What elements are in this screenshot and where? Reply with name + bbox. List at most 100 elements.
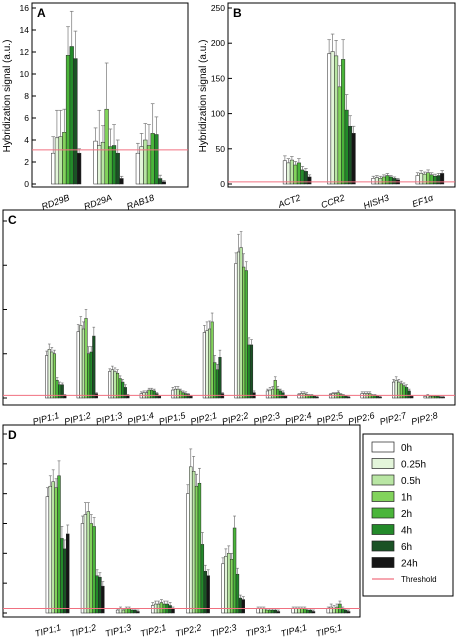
- legend-label: 24h: [401, 559, 418, 570]
- category-label: RD29A: [82, 192, 113, 211]
- bar: [79, 325, 83, 399]
- bar: [259, 608, 263, 614]
- category-label: PIP1;4: [126, 410, 155, 427]
- y-tick-label: 4: [24, 135, 29, 145]
- bar: [69, 46, 74, 185]
- bar: [159, 602, 164, 614]
- bar: [311, 611, 316, 614]
- bar: [405, 387, 409, 399]
- y-tick-label: 200: [211, 38, 225, 48]
- bar: [45, 355, 49, 399]
- bar: [374, 177, 379, 185]
- legend-swatch: [371, 474, 395, 486]
- bar: [270, 609, 275, 614]
- bar: [110, 369, 114, 399]
- bar: [296, 162, 301, 185]
- legend-label: 6h: [401, 542, 412, 553]
- bar: [127, 608, 131, 614]
- bar: [86, 511, 91, 614]
- category-label: TIP2;2: [174, 622, 202, 637]
- bar: [286, 162, 291, 185]
- bar: [236, 251, 241, 399]
- bar: [422, 173, 427, 185]
- bar: [337, 86, 342, 185]
- bar: [186, 493, 190, 614]
- plot-frame: [227, 2, 456, 188]
- legend-swatch: [371, 540, 395, 552]
- bar: [80, 523, 85, 614]
- legend-label: 0.5h: [401, 476, 420, 487]
- legend-threshold-label: Threshold: [401, 575, 437, 584]
- bar: [407, 390, 411, 399]
- bar: [247, 344, 251, 399]
- legend-label: 2h: [401, 509, 412, 520]
- panel-letter: B: [233, 6, 242, 20]
- bar: [244, 270, 248, 399]
- bar: [87, 353, 91, 399]
- bar: [115, 372, 120, 399]
- bar: [152, 390, 156, 399]
- bar: [308, 609, 313, 614]
- category-label: PIP2;8: [410, 410, 439, 427]
- bar: [376, 395, 380, 399]
- bar: [282, 160, 287, 185]
- bar: [385, 175, 390, 185]
- category-label: RD29B: [40, 192, 71, 211]
- bar: [265, 609, 269, 614]
- bar: [297, 608, 301, 614]
- bar: [205, 330, 209, 399]
- category-label: PIP1;5: [158, 410, 188, 427]
- plot-frame: [2, 209, 456, 406]
- category-label: PIP1;1: [32, 410, 61, 427]
- bar: [123, 387, 127, 399]
- bar: [58, 136, 63, 185]
- bar: [381, 176, 386, 185]
- bar: [249, 344, 254, 399]
- bar: [76, 331, 80, 399]
- category-label: PIP1;2: [63, 410, 92, 427]
- bar: [227, 553, 231, 614]
- bar: [48, 485, 53, 614]
- category-label: TIP5;1: [315, 622, 343, 637]
- bar: [202, 332, 206, 399]
- bar: [171, 389, 175, 399]
- y-axis-title: Hybridization signal (a.u.): [2, 40, 13, 153]
- panel-letter: A: [37, 6, 46, 20]
- bar: [119, 178, 124, 185]
- legend: 0h 0.25h 0.5h 1h 2h 4h 6h 24h Threshold: [362, 433, 454, 597]
- bar: [51, 481, 55, 614]
- bar: [57, 475, 61, 614]
- bar: [315, 396, 319, 399]
- bar: [191, 471, 196, 614]
- bar: [313, 395, 317, 399]
- bar: [113, 371, 117, 399]
- bar: [98, 576, 102, 614]
- category-label: TIP3;1: [245, 622, 273, 637]
- y-tick-label: 16: [20, 3, 30, 13]
- bar: [330, 51, 335, 185]
- bar: [60, 384, 64, 399]
- bar: [189, 395, 193, 399]
- bar: [77, 152, 82, 185]
- bar: [348, 126, 353, 185]
- legend-swatch: [371, 557, 395, 568]
- category-label: TIP1;3: [104, 622, 132, 637]
- bar: [293, 164, 298, 185]
- bar: [139, 146, 144, 185]
- bar: [410, 395, 414, 399]
- bar: [63, 548, 67, 614]
- bar: [215, 369, 219, 399]
- bar: [267, 609, 272, 614]
- bar: [93, 140, 98, 185]
- bar: [92, 335, 96, 399]
- legend-swatch: [371, 458, 395, 469]
- bar: [335, 606, 339, 614]
- bar: [161, 181, 166, 185]
- plot-frame: [2, 424, 361, 618]
- bar: [150, 389, 154, 399]
- bar: [433, 395, 438, 399]
- bar: [73, 58, 78, 185]
- bar: [224, 556, 228, 614]
- bar: [238, 597, 243, 614]
- bar: [45, 496, 50, 614]
